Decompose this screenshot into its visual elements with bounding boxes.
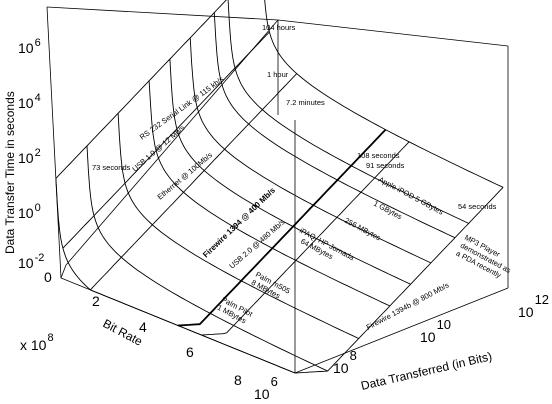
time-label-54-seconds: 54 seconds [458,202,497,211]
rate-line-4 [201,141,410,336]
rate-line-5 [294,186,504,374]
size-line-3 [148,80,390,307]
z-axis-ticks: 10-2 100 102 104 106 [18,37,44,271]
box-back-top-edge [65,19,279,266]
device-label-mp3: MP3 Player demonstrated as a PDA recentl… [455,233,519,284]
y-tick-label-2: 4 [139,319,147,335]
rate-label-usb1: USB 1.0 @ 12 Mb/s [130,123,186,174]
surface-mesh [55,0,504,374]
z-tick-label-1: 100 [18,202,41,221]
x-axis-ticks: 106 108 1010 1012 [254,292,549,402]
rate-line-3 [177,128,387,327]
size-line-6 [213,12,456,239]
x-tick-label-3: 1012 [518,292,549,320]
time-label-108-seconds: 108 seconds [357,151,400,160]
y-tick-label-1: 2 [92,293,100,309]
y-axis-multiplier: x 108 [20,332,54,353]
box-front-floor-edge [294,287,509,374]
size-line-4 [169,59,411,285]
z-tick-label-2: 102 [18,147,41,166]
x-tick-label-0: 106 [254,374,278,402]
box-top-right-edge [277,19,509,47]
x-tick-label-1: 108 [333,348,357,376]
size-line-2 [117,113,359,339]
size-line-0 [55,178,296,374]
size-line-1 [86,145,328,372]
size-line-7 [227,0,469,224]
time-annotations: 104 hours 1 hour 7.2 minutes 73 seconds … [92,23,497,211]
z-axis-title: Data Transfer Time in seconds [3,91,17,254]
time-label-7-2-minutes: 7.2 minutes [286,98,325,107]
size-line-8 [264,0,504,188]
size-line-5 [189,37,432,264]
time-label-91-seconds: 91 seconds [366,161,405,170]
y-axis-ticks: 0 2 4 6 8 [44,269,242,388]
device-label-palm-m505: Palm m505 8 MBytes [250,270,294,305]
x-axis-title: Data Transferred (in Bits) [360,349,494,393]
rate-line-0 [55,0,227,179]
box-back-floor-edge [60,264,67,279]
box-top-left-edge [46,6,279,21]
time-label-73-seconds: 73 seconds [92,163,131,172]
time-label-1-hour: 1 hour [267,70,289,79]
z-tick-label-3: 104 [18,92,41,111]
device-label-1gb: 1 GBytes [372,199,404,222]
y-tick-label-0: 0 [44,269,52,285]
z-tick-label-0: 10-2 [18,252,44,271]
time-label-104-hours: 104 hours [262,23,296,32]
rate-line-2 [89,73,298,291]
y-tick-label-4: 8 [234,372,242,388]
device-label-256mb: 256 MBytes [343,216,382,243]
z-tick-label-4: 106 [18,37,41,56]
rate-line-1 [62,31,270,249]
x-tick-label-2: 1010 [420,317,451,345]
y-tick-label-3: 6 [186,344,194,360]
